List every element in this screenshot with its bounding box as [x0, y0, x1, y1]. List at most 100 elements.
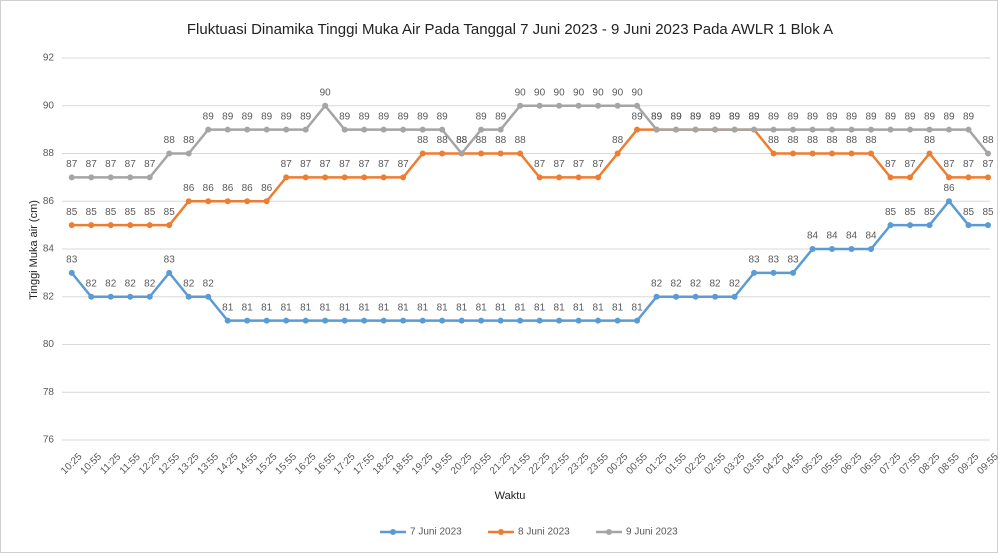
data-label: 85 — [86, 207, 98, 218]
data-point — [439, 126, 446, 133]
data-point — [166, 150, 173, 157]
data-point — [146, 293, 153, 300]
y-tick-label: 84 — [43, 244, 55, 255]
data-label: 86 — [222, 183, 234, 194]
data-label: 89 — [749, 111, 761, 122]
data-point — [322, 102, 329, 109]
data-point — [478, 150, 485, 157]
data-point — [127, 293, 134, 300]
data-point — [634, 102, 641, 109]
data-label: 84 — [846, 231, 858, 242]
data-point — [673, 126, 680, 133]
data-point — [712, 126, 719, 133]
data-point — [380, 317, 387, 324]
data-point — [517, 317, 524, 324]
data-point — [419, 150, 426, 157]
data-label: 89 — [378, 111, 390, 122]
data-label: 90 — [593, 87, 605, 98]
data-label: 82 — [671, 278, 683, 289]
data-label: 89 — [943, 111, 955, 122]
data-label: 85 — [963, 207, 975, 218]
data-point — [926, 150, 933, 157]
data-label: 83 — [787, 255, 799, 266]
data-point — [400, 174, 407, 181]
data-label: 88 — [982, 135, 994, 146]
data-label: 86 — [183, 183, 195, 194]
data-label: 87 — [86, 159, 98, 170]
data-point — [536, 102, 543, 109]
data-point — [907, 174, 914, 181]
data-label: 87 — [885, 159, 897, 170]
data-label: 87 — [281, 159, 293, 170]
data-label: 88 — [476, 135, 488, 146]
data-label: 88 — [417, 135, 429, 146]
data-label: 88 — [164, 135, 176, 146]
data-point — [731, 126, 738, 133]
data-label: 82 — [651, 278, 663, 289]
data-label: 90 — [554, 87, 566, 98]
data-point — [751, 126, 758, 133]
data-point — [946, 174, 953, 181]
data-point — [868, 126, 875, 133]
data-label: 89 — [281, 111, 293, 122]
data-point — [263, 317, 270, 324]
data-label: 81 — [437, 302, 449, 313]
data-point — [185, 150, 192, 157]
data-point — [712, 293, 719, 300]
data-label: 87 — [125, 159, 137, 170]
data-label: 83 — [164, 255, 176, 266]
data-point — [595, 174, 602, 181]
data-label: 82 — [144, 278, 156, 289]
data-point — [790, 150, 797, 157]
data-point — [575, 102, 582, 109]
data-point — [478, 317, 485, 324]
data-label: 83 — [768, 255, 780, 266]
data-point — [790, 269, 797, 276]
data-point — [926, 126, 933, 133]
data-point — [497, 150, 504, 157]
data-label: 81 — [261, 302, 273, 313]
series-line — [71, 103, 989, 179]
data-label: 89 — [632, 111, 644, 122]
data-point — [536, 317, 543, 324]
data-point — [68, 174, 75, 181]
data-point — [946, 126, 953, 133]
data-label: 89 — [865, 111, 877, 122]
data-point — [829, 126, 836, 133]
data-point — [302, 317, 309, 324]
data-label: 81 — [222, 302, 234, 313]
data-label: 89 — [826, 111, 838, 122]
data-point — [497, 317, 504, 324]
data-point — [692, 126, 699, 133]
data-point — [107, 174, 114, 181]
data-point — [848, 150, 855, 157]
data-point — [185, 198, 192, 205]
data-label: 81 — [242, 302, 254, 313]
data-label: 81 — [398, 302, 410, 313]
data-label: 85 — [164, 207, 176, 218]
data-point — [322, 317, 329, 324]
data-point — [224, 126, 231, 133]
data-point — [790, 126, 797, 133]
data-label: 87 — [66, 159, 78, 170]
data-point — [302, 126, 309, 133]
data-label: 85 — [105, 207, 117, 218]
data-label: 81 — [456, 302, 468, 313]
data-label: 87 — [554, 159, 566, 170]
data-label: 89 — [242, 111, 254, 122]
data-label: 88 — [437, 135, 449, 146]
data-label: 87 — [982, 159, 994, 170]
data-point — [380, 174, 387, 181]
data-label: 81 — [417, 302, 429, 313]
data-label: 89 — [787, 111, 799, 122]
data-point — [341, 317, 348, 324]
data-point — [556, 174, 563, 181]
data-label: 90 — [320, 87, 332, 98]
data-label: 90 — [515, 87, 527, 98]
data-label: 85 — [924, 207, 936, 218]
data-point — [205, 293, 212, 300]
data-point — [400, 317, 407, 324]
data-label: 85 — [144, 207, 156, 218]
data-point — [653, 293, 660, 300]
data-point — [653, 126, 660, 133]
